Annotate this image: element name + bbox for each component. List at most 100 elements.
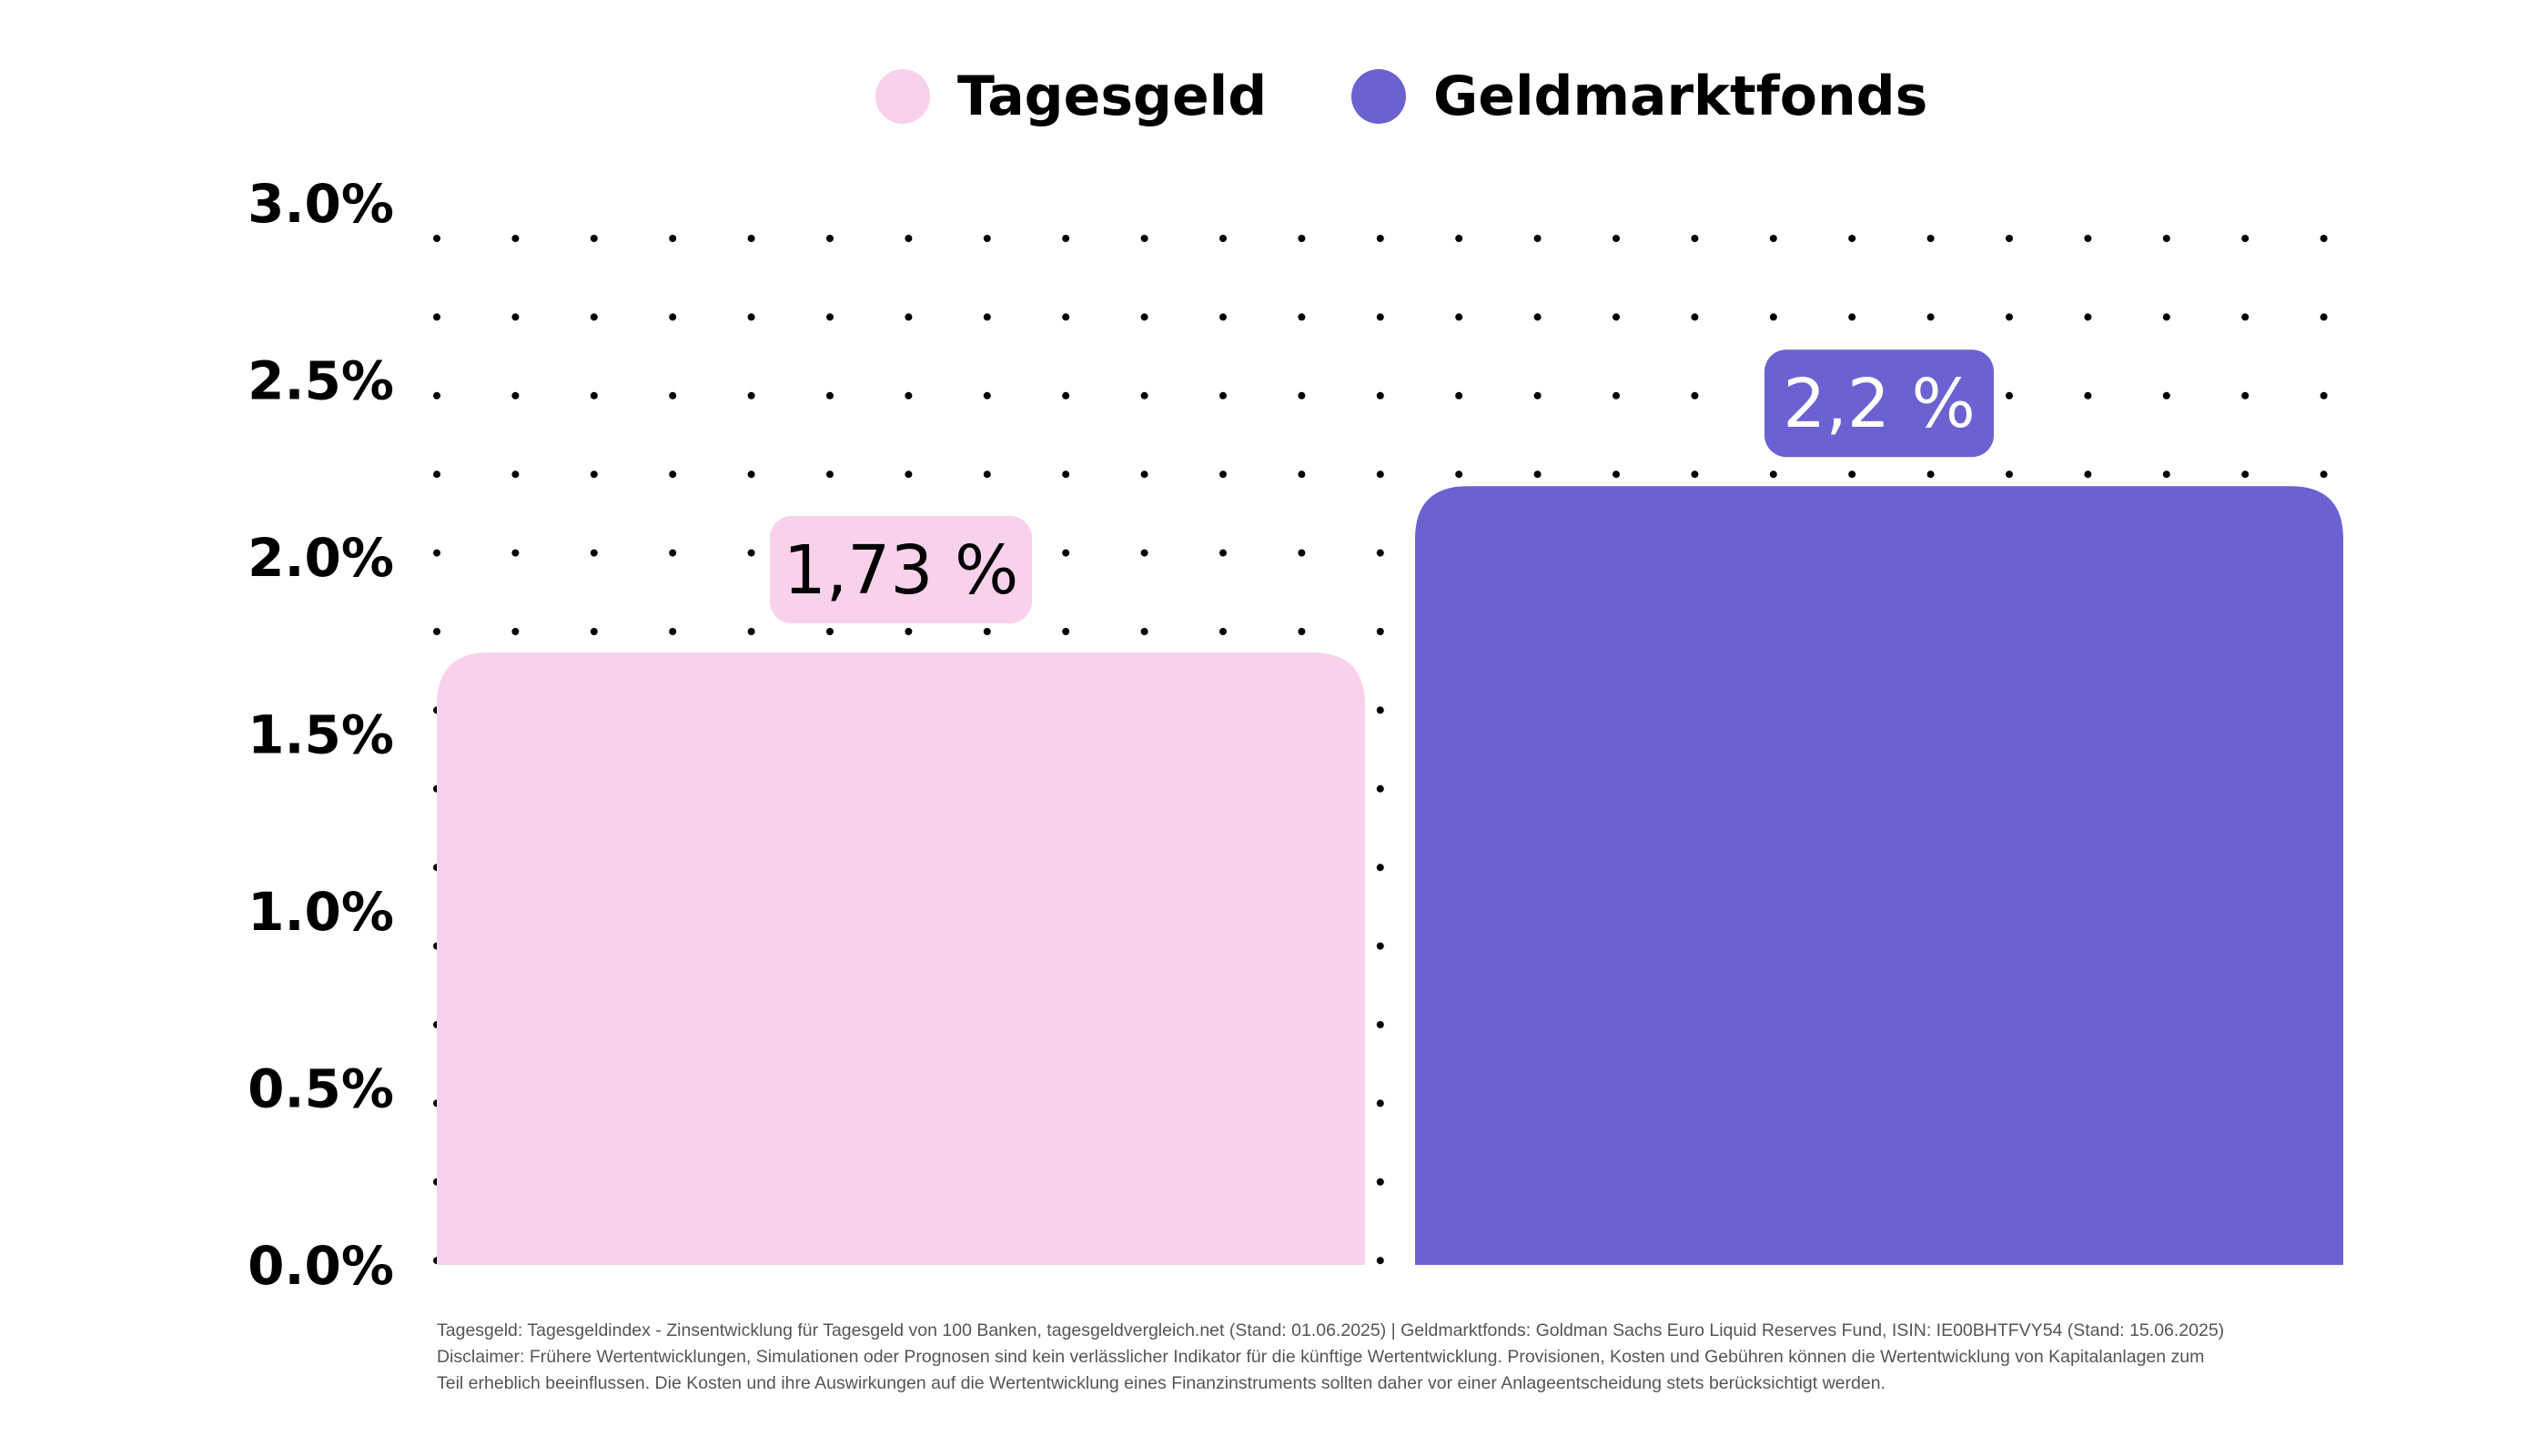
y-tick-label: 2.5% <box>248 350 394 412</box>
grid-dot <box>983 628 991 635</box>
grid-dot <box>1376 706 1384 714</box>
y-tick-label: 0.0% <box>248 1235 394 1297</box>
grid-dot <box>590 549 598 557</box>
grid-dot <box>1062 235 1070 242</box>
grid-dot <box>2162 470 2170 479</box>
bars: 1,73 % 2,2 % <box>437 349 2343 1265</box>
grid-dot <box>1848 235 1856 242</box>
grid-dot <box>2084 391 2092 399</box>
grid-dot <box>2320 313 2328 321</box>
grid-dot <box>1219 549 1227 557</box>
grid-dot <box>1613 313 1620 321</box>
grid-dot <box>511 235 520 242</box>
grid-dot <box>433 628 440 635</box>
grid-dot <box>2162 313 2170 321</box>
grid-dot <box>905 470 913 479</box>
legend: Tagesgeld Geldmarktfonds <box>875 65 1927 128</box>
grid-dot <box>1926 470 1935 479</box>
grid-dot <box>1848 313 1856 321</box>
grid-dot <box>1062 391 1070 399</box>
grid-dot <box>2320 470 2328 479</box>
grid-dot <box>1691 391 1699 399</box>
grid-dot <box>1455 235 1463 242</box>
grid-dot <box>1298 628 1306 635</box>
grid-dot <box>1376 470 1384 479</box>
grid-dot <box>433 470 440 479</box>
grid-dot <box>669 628 677 635</box>
grid-dot <box>511 470 520 479</box>
grid-dot <box>433 549 440 557</box>
grid-dot <box>1691 470 1699 479</box>
grid-dot <box>2162 391 2170 399</box>
y-tick-label: 0.5% <box>248 1058 394 1120</box>
grid-dot <box>826 313 834 321</box>
y-axis: 0.0% 0.5% 1.0% 1.5% 2.0% 2.5% 3.0% <box>248 173 394 1297</box>
grid-dot <box>1298 313 1306 321</box>
grid-dot <box>433 391 440 399</box>
bar-chart: 0.0% 0.5% 1.0% 1.5% 2.0% 2.5% 3.0% 1,73 % 2,2 %… <box>248 65 2343 1297</box>
grid-dot <box>590 235 598 242</box>
grid-dot <box>826 235 834 242</box>
grid-dot <box>1848 470 1856 479</box>
source-note: Tagesgeld: Tagesgeldindex - Zinsentwickl… <box>437 1320 2225 1340</box>
grid-dot <box>1062 470 1070 479</box>
grid-dot <box>1533 313 1542 321</box>
grid-dot <box>1769 313 1777 321</box>
grid-dot <box>1140 235 1148 242</box>
grid-dot <box>1376 313 1384 321</box>
y-tick-label: 1.0% <box>248 881 394 943</box>
disclaimer-line-2: Teil erheblich beeinflussen. Die Kosten … <box>437 1373 1886 1393</box>
grid-dot <box>511 313 520 321</box>
grid-dot <box>669 235 677 242</box>
value-label: 2,2 % <box>1783 365 1976 443</box>
grid-dot <box>1298 549 1306 557</box>
grid-dot <box>905 313 913 321</box>
grid-dot <box>747 549 755 557</box>
grid-dot <box>2006 470 2013 479</box>
grid-dot <box>1219 470 1227 479</box>
grid-dot <box>2320 235 2328 242</box>
grid-dot <box>1926 313 1935 321</box>
grid-dot <box>826 628 834 635</box>
legend-swatch-tagesgeld <box>875 69 930 124</box>
grid-dot <box>669 549 677 557</box>
grid-dot <box>983 470 991 479</box>
grid-dot <box>2241 235 2250 242</box>
grid-dot <box>1769 235 1777 242</box>
grid-dot <box>2320 391 2328 399</box>
grid-dot <box>826 470 834 479</box>
grid-dot <box>2084 235 2092 242</box>
grid-dot <box>590 628 598 635</box>
grid-dot <box>905 235 913 242</box>
grid-dot <box>1455 313 1463 321</box>
grid-dot <box>1140 313 1148 321</box>
grid-dot <box>1140 549 1148 557</box>
grid-dot <box>826 391 834 399</box>
grid-dot <box>1376 1257 1384 1265</box>
grid-dot <box>747 235 755 242</box>
grid-dot <box>590 470 598 479</box>
grid-dot <box>1376 942 1384 950</box>
grid-dot <box>1376 391 1384 399</box>
y-tick-label: 1.5% <box>248 704 394 766</box>
grid-dot <box>1062 313 1070 321</box>
grid-dot <box>1455 470 1463 479</box>
grid-dot <box>747 470 755 479</box>
grid-dot <box>905 391 913 399</box>
grid-dot <box>1926 235 1935 242</box>
value-label-box <box>1764 349 1994 458</box>
value-label: 1,73 % <box>784 531 1019 610</box>
grid-dot <box>669 391 677 399</box>
grid-dot <box>2006 313 2013 321</box>
grid-dot <box>1062 549 1070 557</box>
grid-dot <box>1140 391 1148 399</box>
grid-dot <box>1613 470 1620 479</box>
grid-dot <box>2084 313 2092 321</box>
grid-dot <box>2084 470 2092 479</box>
grid-dot <box>1691 235 1699 242</box>
grid-dot <box>983 391 991 399</box>
grid-dot <box>2162 235 2170 242</box>
grid-dot <box>2241 470 2250 479</box>
y-tick-label: 3.0% <box>248 173 394 235</box>
grid-dot <box>1376 1178 1384 1186</box>
